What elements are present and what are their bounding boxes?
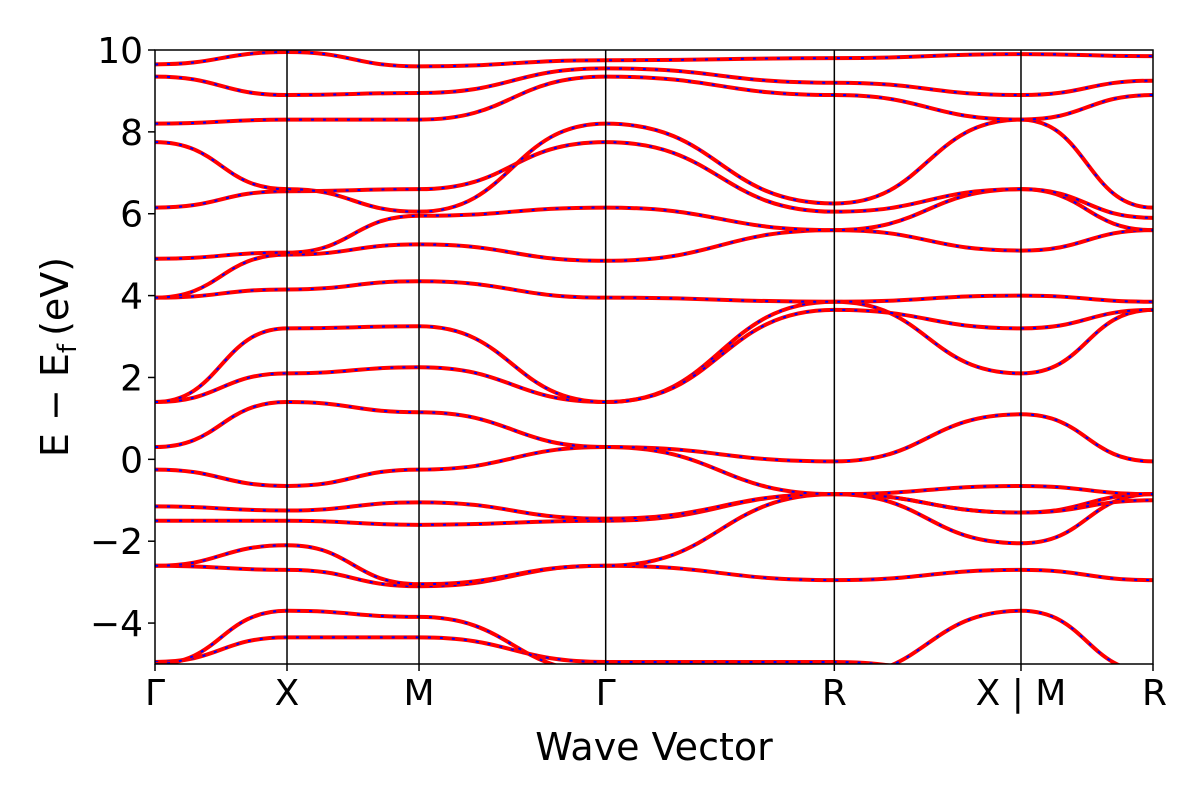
x-tick-label: M (403, 673, 434, 714)
y-axis-title-main: E − E (33, 353, 77, 457)
kpath-divider-lines (286, 50, 1022, 664)
x-tick-label: Γ (145, 673, 165, 714)
band-line-10 (155, 279, 1153, 304)
y-tick-label: −4 (90, 604, 143, 645)
y-tick-label: 2 (120, 358, 143, 399)
x-tick-label: R (822, 673, 847, 714)
y-tick-label: 10 (97, 31, 143, 72)
y-tick-label: −2 (90, 522, 143, 563)
x-tick-label: X | M (976, 673, 1067, 714)
band-line-overlay-5 (155, 493, 1153, 520)
y-tick-label: 6 (120, 195, 143, 236)
x-tick-label: Γ (596, 673, 616, 714)
y-axis-title-subscript: f (53, 343, 83, 353)
x-axis-title: Wave Vector (535, 725, 773, 769)
x-axis-ticks: Γ X M Γ R X | M R (145, 664, 1167, 714)
y-axis-title-unit: (eV) (33, 257, 77, 336)
y-axis-ticks: −4 −2 0 2 4 6 8 10 (90, 31, 155, 645)
band-line-overlay-11 (155, 229, 1153, 299)
y-axis-title: E − Ef (eV) (33, 257, 83, 457)
y-tick-label: 0 (120, 440, 143, 481)
x-tick-label: X (275, 673, 300, 714)
plot-frame (154, 49, 1154, 665)
x-tick-label: R (1142, 673, 1167, 714)
y-tick-label: 4 (120, 277, 143, 318)
y-tick-label: 8 (120, 113, 143, 154)
